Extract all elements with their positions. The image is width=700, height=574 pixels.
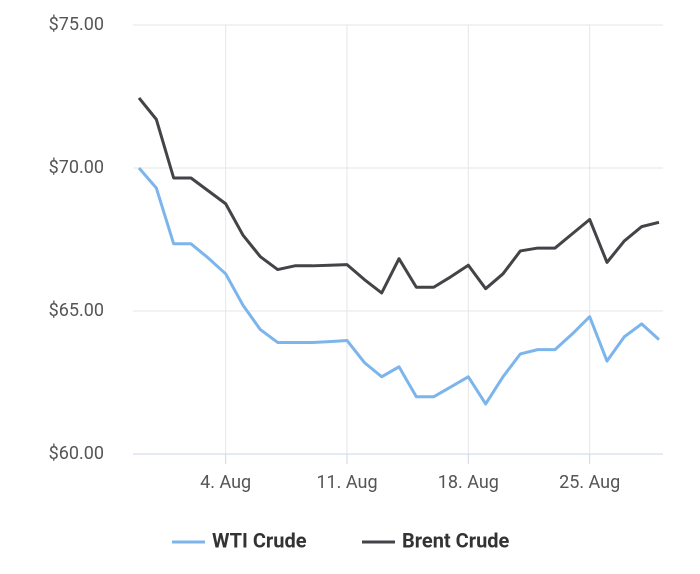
series-line	[137, 167, 661, 406]
legend-text: Brent Crude	[402, 528, 510, 552]
x-tick-label: 25. Aug	[559, 472, 620, 493]
legend-text: WTI Crude	[212, 528, 307, 552]
x-tick-label: 18. Aug	[438, 472, 499, 493]
x-tick-label: 11. Aug	[316, 472, 377, 493]
y-tick-label: $60.00	[49, 443, 104, 464]
y-tick-label: $75.00	[49, 14, 104, 35]
y-tick-label: $70.00	[49, 157, 104, 178]
y-tick-label: $65.00	[49, 300, 104, 321]
series-line	[137, 96, 660, 295]
x-tick-label: 4. Aug	[200, 472, 251, 493]
